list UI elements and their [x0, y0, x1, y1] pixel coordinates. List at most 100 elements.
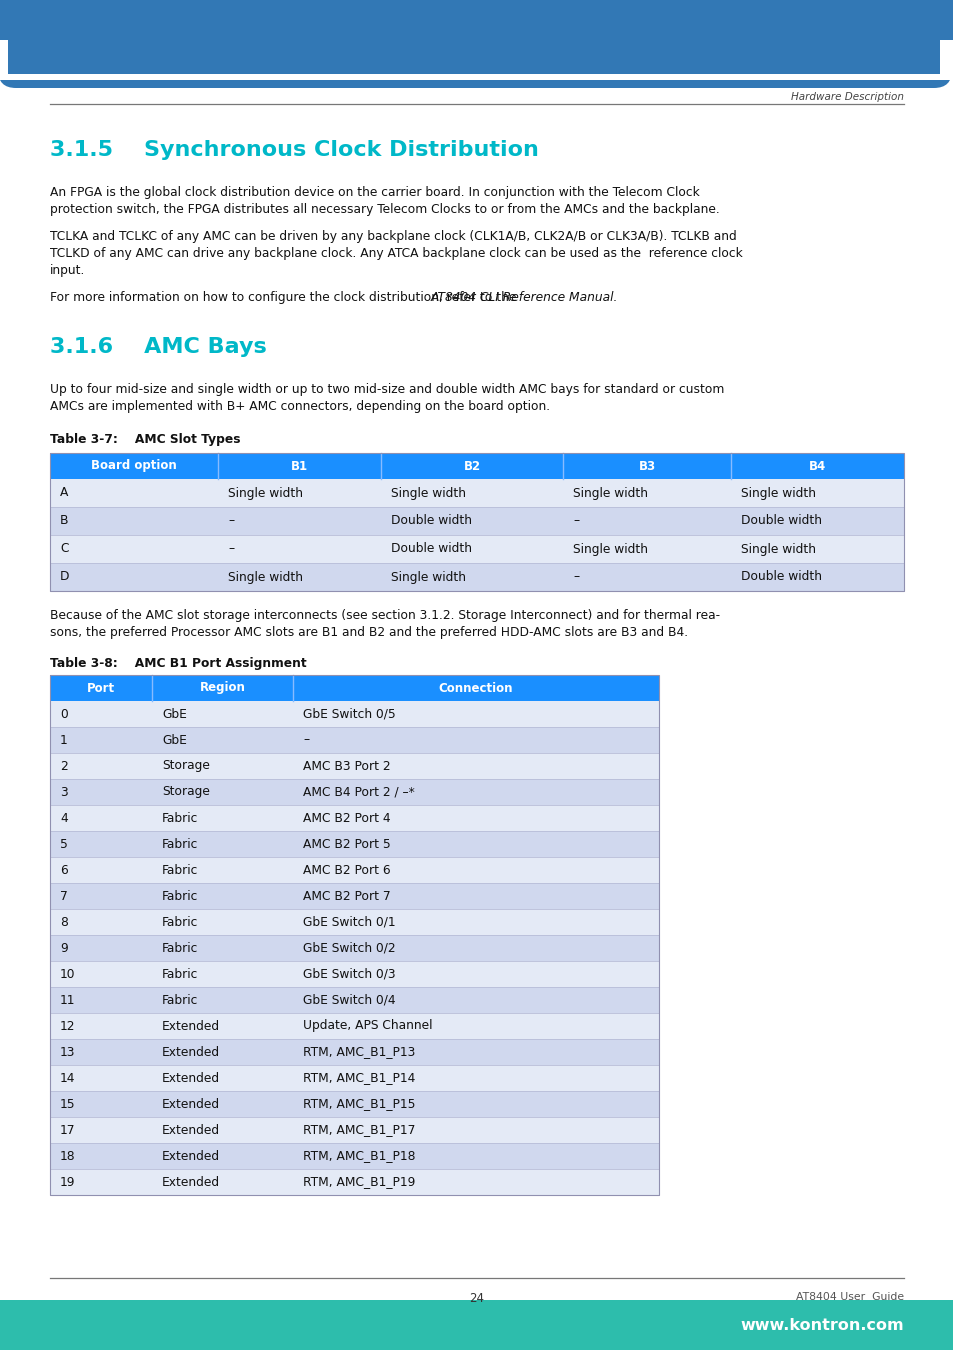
Text: GbE: GbE — [162, 707, 187, 721]
Text: Fabric: Fabric — [162, 941, 198, 954]
Text: Fabric: Fabric — [162, 890, 198, 903]
Text: B4: B4 — [808, 459, 825, 472]
Text: AMC B2 Port 4: AMC B2 Port 4 — [303, 811, 390, 825]
Bar — [50, 936, 659, 961]
Text: Extended: Extended — [162, 1149, 220, 1162]
Text: Fabric: Fabric — [162, 811, 198, 825]
Text: –: – — [228, 543, 233, 555]
Text: B2: B2 — [463, 459, 480, 472]
Text: A: A — [60, 486, 69, 500]
Bar — [50, 675, 659, 1195]
Bar — [50, 1169, 659, 1195]
Text: GbE Switch 0/1: GbE Switch 0/1 — [303, 915, 395, 929]
Text: For more information on how to configure the clock distribution, refer to the: For more information on how to configure… — [50, 292, 519, 304]
Text: Table 3-7:    AMC Slot Types: Table 3-7: AMC Slot Types — [50, 433, 240, 446]
Text: –: – — [303, 733, 309, 747]
Text: Fabric: Fabric — [162, 915, 198, 929]
Bar — [8, 38, 939, 74]
Text: 15: 15 — [60, 1098, 75, 1111]
Text: Single width: Single width — [391, 486, 465, 500]
Text: 2: 2 — [60, 760, 68, 772]
Text: Single width: Single width — [228, 571, 303, 583]
Text: AT8404 User  Guide: AT8404 User Guide — [795, 1292, 903, 1301]
Text: AMC B2 Port 5: AMC B2 Port 5 — [303, 837, 391, 850]
Text: RTM, AMC_B1_P18: RTM, AMC_B1_P18 — [303, 1149, 416, 1162]
Bar — [50, 832, 659, 857]
Text: 5: 5 — [60, 837, 68, 850]
Text: B3: B3 — [638, 459, 655, 472]
Text: Region: Region — [199, 682, 245, 694]
Text: RTM, AMC_B1_P13: RTM, AMC_B1_P13 — [303, 1045, 415, 1058]
Bar — [0, 40, 953, 80]
Text: Storage: Storage — [162, 786, 210, 798]
Text: 14: 14 — [60, 1072, 75, 1084]
Text: GbE Switch 0/5: GbE Switch 0/5 — [303, 707, 395, 721]
Text: 0: 0 — [60, 707, 68, 721]
Text: Single width: Single width — [228, 486, 303, 500]
Text: 6: 6 — [60, 864, 68, 876]
Bar — [50, 857, 659, 883]
Text: Single width: Single width — [573, 486, 647, 500]
Bar — [50, 961, 659, 987]
Text: AMC B4 Port 2 / –*: AMC B4 Port 2 / –* — [303, 786, 415, 798]
Text: 3: 3 — [60, 786, 68, 798]
Text: Double width: Double width — [740, 571, 821, 583]
Text: AMC B2 Port 7: AMC B2 Port 7 — [303, 890, 390, 903]
Text: 9: 9 — [60, 941, 68, 954]
Text: Board option: Board option — [91, 459, 176, 472]
Text: –: – — [573, 514, 578, 528]
Text: 12: 12 — [60, 1019, 75, 1033]
Bar — [50, 535, 903, 563]
Bar — [50, 805, 659, 832]
Text: Single width: Single width — [391, 571, 465, 583]
Text: GbE Switch 0/4: GbE Switch 0/4 — [303, 994, 395, 1007]
Text: TCLKA and TCLKC of any AMC can be driven by any backplane clock (CLK1A/B, CLK2A/: TCLKA and TCLKC of any AMC can be driven… — [50, 230, 736, 243]
Bar — [50, 1116, 659, 1143]
Text: –: – — [228, 514, 233, 528]
Text: Double width: Double width — [391, 543, 472, 555]
Text: Extended: Extended — [162, 1045, 220, 1058]
Text: AT8404 CLI Reference Manual.: AT8404 CLI Reference Manual. — [430, 292, 618, 304]
Text: Hardware Description: Hardware Description — [790, 92, 903, 103]
Bar — [50, 753, 659, 779]
Text: RTM, AMC_B1_P17: RTM, AMC_B1_P17 — [303, 1123, 415, 1137]
Text: GbE Switch 0/2: GbE Switch 0/2 — [303, 941, 395, 954]
Text: –: – — [573, 571, 578, 583]
Text: 7: 7 — [60, 890, 68, 903]
Text: AMC B2 Port 6: AMC B2 Port 6 — [303, 864, 390, 876]
Text: 11: 11 — [60, 994, 75, 1007]
Bar — [50, 883, 659, 909]
Text: Storage: Storage — [162, 760, 210, 772]
Text: Single width: Single width — [740, 486, 815, 500]
Text: Extended: Extended — [162, 1123, 220, 1137]
Text: 3.1.6    AMC Bays: 3.1.6 AMC Bays — [50, 338, 267, 356]
Text: D: D — [60, 571, 70, 583]
Bar — [50, 454, 903, 591]
Bar — [50, 1143, 659, 1169]
Text: www.kontron.com: www.kontron.com — [740, 1318, 903, 1332]
Text: 24: 24 — [469, 1292, 484, 1305]
Text: 17: 17 — [60, 1123, 75, 1137]
Text: 1: 1 — [60, 733, 68, 747]
Text: 13: 13 — [60, 1045, 75, 1058]
Text: 8: 8 — [60, 915, 68, 929]
Text: Single width: Single width — [740, 543, 815, 555]
Text: 3.1.5    Synchronous Clock Distribution: 3.1.5 Synchronous Clock Distribution — [50, 140, 538, 161]
Bar — [50, 701, 659, 728]
Bar — [50, 1091, 659, 1116]
Text: GbE: GbE — [162, 733, 187, 747]
Bar — [50, 728, 659, 753]
Text: RTM, AMC_B1_P19: RTM, AMC_B1_P19 — [303, 1176, 415, 1188]
Text: 18: 18 — [60, 1149, 75, 1162]
Bar — [50, 508, 903, 535]
Bar — [50, 1065, 659, 1091]
Bar — [50, 454, 903, 479]
Bar — [50, 479, 903, 508]
Bar — [50, 987, 659, 1012]
Text: AMCs are implemented with B+ AMC connectors, depending on the board option.: AMCs are implemented with B+ AMC connect… — [50, 400, 550, 413]
Text: Single width: Single width — [573, 543, 647, 555]
Text: C: C — [60, 543, 69, 555]
Bar — [50, 675, 659, 701]
Text: Extended: Extended — [162, 1098, 220, 1111]
Text: Connection: Connection — [438, 682, 513, 694]
